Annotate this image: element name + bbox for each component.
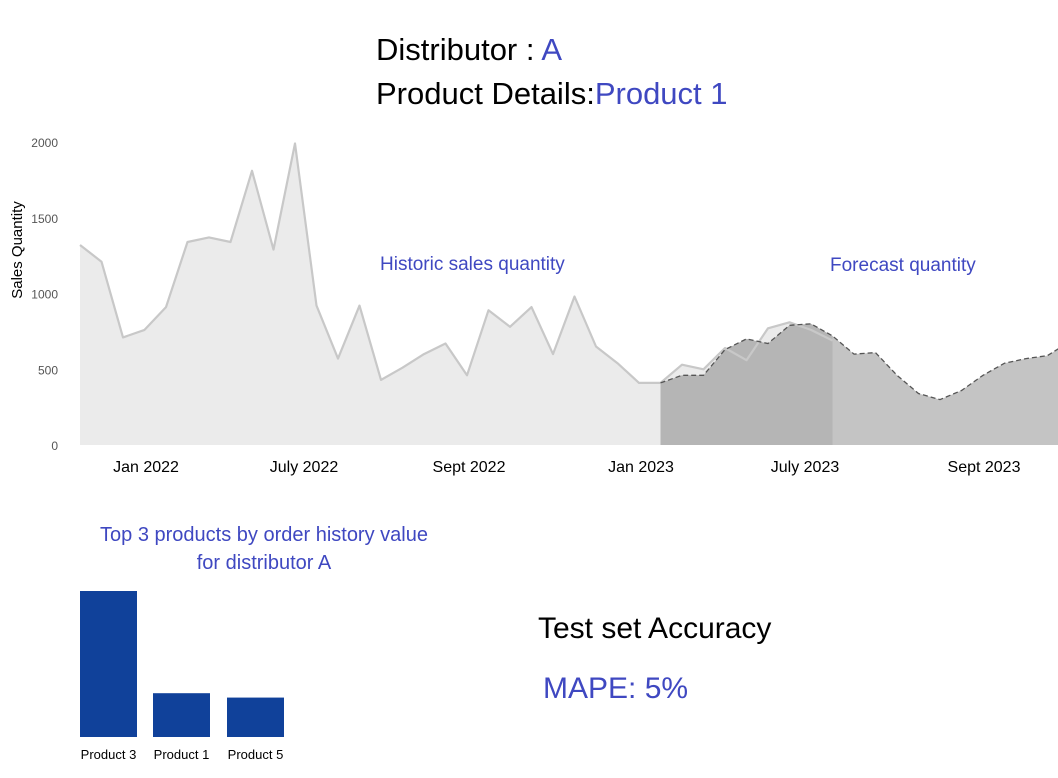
x-tick-label: Jan 2023	[608, 459, 674, 476]
x-tick-label: Jan 2022	[113, 459, 179, 476]
bar-category-label: Product 5	[228, 747, 284, 762]
x-tick-label: July 2023	[771, 459, 840, 476]
x-tick-label: Sept 2023	[948, 459, 1021, 476]
y-tick-label: 1500	[31, 212, 58, 226]
forecast-test-area	[660, 323, 833, 445]
y-tick-label: 500	[38, 363, 58, 377]
bar-category-label: Product 1	[154, 747, 210, 762]
product-label: Product Details:	[376, 76, 595, 111]
distributor-value: A	[541, 32, 563, 67]
x-tick-label: July 2022	[270, 459, 339, 476]
bar-chart-title-line-2: for distributor A	[196, 552, 332, 574]
product-value: Product 1	[594, 76, 728, 111]
bar-category-label: Product 3	[81, 747, 137, 762]
historic-annotation: Historic sales quantity	[380, 254, 565, 275]
bar	[80, 591, 137, 737]
y-tick-label: 0	[51, 439, 58, 453]
bar	[153, 693, 210, 737]
y-axis-label: Sales Quantity	[9, 201, 26, 299]
distributor-heading: Distributor : A	[376, 30, 562, 70]
forecast-line	[660, 323, 1058, 401]
forecast-annotation: Forecast quantity	[830, 255, 976, 276]
product-heading: Product Details:Product 1	[376, 74, 728, 114]
mape-value: MAPE: 5%	[543, 672, 689, 705]
x-tick-label: Sept 2022	[433, 459, 506, 476]
distributor-label: Distributor :	[376, 32, 542, 67]
bar-chart-title-line-1: Top 3 products by order history value	[100, 524, 428, 546]
bar	[227, 697, 284, 737]
historic-area	[80, 143, 833, 445]
historic-line	[79, 142, 833, 384]
forecast-future-area	[832, 335, 1058, 445]
y-tick-label: 2000	[31, 136, 58, 150]
accuracy-title: Test set Accuracy	[538, 612, 772, 645]
y-tick-label: 1000	[31, 288, 58, 302]
